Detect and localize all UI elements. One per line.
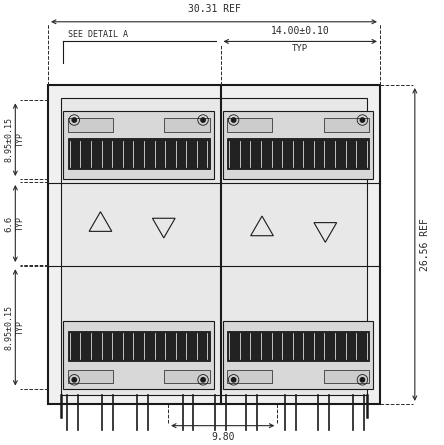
- Bar: [68, 370, 113, 383]
- Bar: [324, 118, 369, 132]
- Bar: [68, 331, 210, 361]
- Circle shape: [201, 118, 205, 122]
- Bar: [223, 321, 373, 388]
- Text: 26.56 REF: 26.56 REF: [420, 218, 430, 271]
- Bar: [63, 321, 214, 388]
- Text: SEE DETAIL A: SEE DETAIL A: [68, 30, 128, 39]
- Bar: [324, 370, 369, 383]
- Bar: [68, 118, 113, 132]
- Bar: [227, 331, 369, 361]
- Text: 8.95±0.15: 8.95±0.15: [4, 117, 13, 162]
- Text: 8.95±0.15: 8.95±0.15: [4, 305, 13, 350]
- Bar: [227, 138, 369, 169]
- Text: 6.6: 6.6: [4, 215, 13, 231]
- Text: TYP: TYP: [292, 44, 308, 53]
- Bar: [61, 98, 367, 395]
- Bar: [223, 111, 373, 179]
- Circle shape: [72, 378, 76, 382]
- Circle shape: [360, 378, 365, 382]
- Bar: [68, 138, 210, 169]
- Bar: [48, 85, 380, 404]
- Bar: [227, 118, 272, 132]
- Bar: [63, 111, 214, 179]
- Circle shape: [201, 378, 205, 382]
- Bar: [227, 370, 272, 383]
- Text: TYP: TYP: [16, 216, 25, 231]
- Text: 30.31 REF: 30.31 REF: [187, 4, 240, 14]
- Circle shape: [231, 118, 236, 122]
- Circle shape: [231, 378, 236, 382]
- Circle shape: [360, 118, 365, 122]
- Text: TYP: TYP: [16, 132, 25, 147]
- Text: 14.00±0.10: 14.00±0.10: [271, 26, 329, 36]
- Circle shape: [72, 118, 76, 122]
- Text: TYP: TYP: [16, 320, 25, 335]
- Text: 9.80: 9.80: [211, 432, 234, 442]
- Bar: [164, 370, 210, 383]
- Bar: [164, 118, 210, 132]
